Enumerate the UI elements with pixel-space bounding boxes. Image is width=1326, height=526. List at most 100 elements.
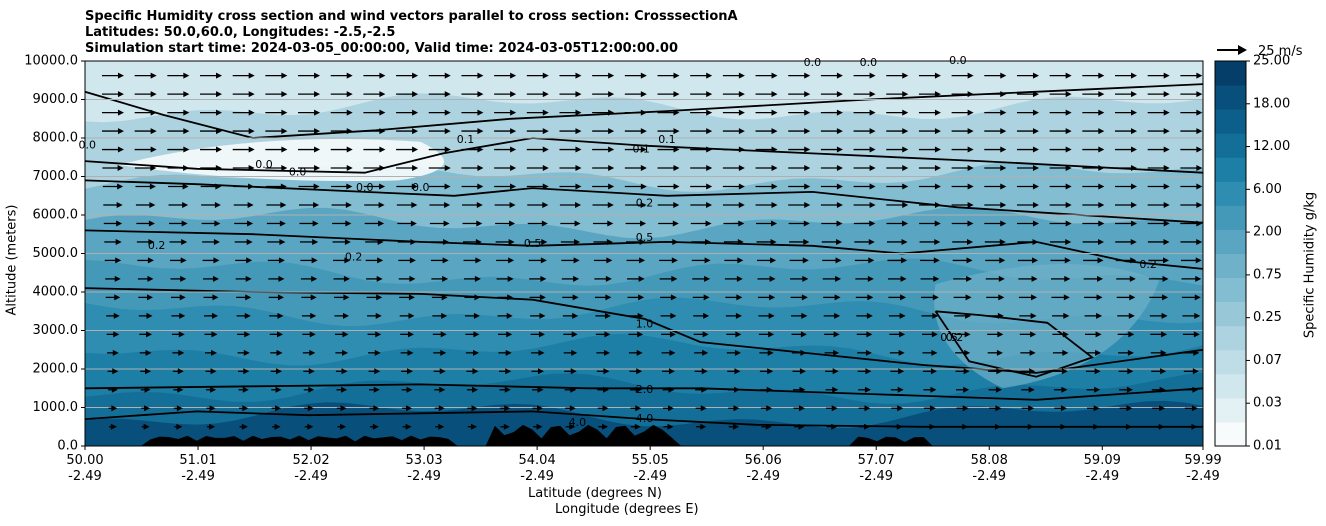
wind-vector-head bbox=[510, 146, 517, 153]
wind-vector-head bbox=[605, 294, 612, 301]
y-tick-label: 3000.0 bbox=[33, 323, 79, 338]
wind-vector-head bbox=[508, 257, 515, 264]
contour-label: 2.0 bbox=[636, 383, 654, 396]
wind-vector-head bbox=[963, 386, 970, 393]
wind-vector-head bbox=[376, 275, 383, 282]
wind-vector-head bbox=[477, 165, 484, 172]
colorbar-segment bbox=[1215, 253, 1246, 279]
wind-vector-head bbox=[934, 238, 941, 245]
wind-vector-head bbox=[1098, 146, 1105, 153]
colorbar-segment bbox=[1215, 61, 1246, 86]
wind-vector-head bbox=[150, 109, 157, 116]
wind-vector-head bbox=[637, 331, 644, 338]
wind-vector-head bbox=[668, 368, 675, 375]
wind-vector-head bbox=[539, 312, 546, 319]
wind-vector-head bbox=[473, 312, 480, 319]
wind-vector-head bbox=[738, 128, 745, 135]
wind-vector-head bbox=[1196, 165, 1203, 172]
wind-vector-head bbox=[144, 386, 151, 393]
wind-vector-head bbox=[542, 109, 549, 116]
wind-vector-head bbox=[216, 91, 223, 98]
wind-vector-head bbox=[738, 109, 745, 116]
wind-vector-head bbox=[542, 201, 549, 208]
wind-vector-head bbox=[705, 220, 712, 227]
wind-vector-head bbox=[509, 201, 516, 208]
wind-vector-head bbox=[771, 220, 778, 227]
wind-vector-head bbox=[244, 312, 251, 319]
wind-vector-head bbox=[929, 423, 936, 430]
wind-vector-head bbox=[801, 294, 808, 301]
wind-vector-head bbox=[246, 238, 253, 245]
wind-vector-head bbox=[183, 72, 190, 79]
wind-vector-head bbox=[341, 368, 348, 375]
wind-vector-head bbox=[183, 128, 190, 135]
wind-vector-head bbox=[963, 368, 970, 375]
wind-vector-head bbox=[542, 91, 549, 98]
wind-vector-head bbox=[1195, 257, 1202, 264]
wind-vector-head bbox=[570, 386, 577, 393]
wind-vector-head bbox=[735, 331, 742, 338]
wind-vector-head bbox=[702, 331, 709, 338]
wind-vector-head bbox=[146, 312, 153, 319]
wind-vector-head bbox=[244, 331, 251, 338]
wind-vector-head bbox=[346, 146, 353, 153]
dry-region bbox=[118, 138, 445, 181]
wind-vector-head bbox=[804, 128, 811, 135]
wind-vector-head bbox=[314, 109, 321, 116]
wind-vector-head bbox=[542, 146, 549, 153]
wind-vector-head bbox=[1000, 91, 1007, 98]
wind-vector-head bbox=[439, 386, 446, 393]
wind-vector-head bbox=[1162, 294, 1169, 301]
wind-vector-head bbox=[444, 128, 451, 135]
wind-vector-head bbox=[1032, 72, 1039, 79]
wind-vector-head bbox=[477, 183, 484, 190]
wind-vector-head bbox=[346, 72, 353, 79]
wind-vector-head bbox=[934, 220, 941, 227]
wind-vector-head bbox=[608, 128, 615, 135]
chart-title-line-1: Specific Humidity cross section and wind… bbox=[85, 9, 738, 24]
wind-vector-head bbox=[1127, 368, 1134, 375]
wind-vector-head bbox=[312, 220, 319, 227]
wind-vector-head bbox=[1196, 238, 1203, 245]
wind-vector-head bbox=[736, 294, 743, 301]
wind-vector-head bbox=[407, 331, 414, 338]
wind-vector-head bbox=[346, 109, 353, 116]
wind-vector-head bbox=[115, 257, 122, 264]
wind-vector-head bbox=[702, 349, 709, 356]
wind-vector-head bbox=[902, 146, 909, 153]
wind-vector-head bbox=[183, 91, 190, 98]
wind-vector-head bbox=[737, 238, 744, 245]
wind-vector-head bbox=[574, 238, 581, 245]
wind-vector-head bbox=[248, 109, 255, 116]
wind-vector-head bbox=[1194, 294, 1201, 301]
wind-vector-head bbox=[379, 146, 386, 153]
x-tick-label-lat: 52.02 bbox=[292, 453, 329, 468]
wind-vector-head bbox=[344, 238, 351, 245]
x-tick-label-lat: 55.05 bbox=[632, 453, 669, 468]
wind-vector-head bbox=[309, 349, 316, 356]
wind-vector-head bbox=[902, 220, 909, 227]
colorbar-segment bbox=[1215, 301, 1246, 327]
x-tick-label-lon: -2.49 bbox=[294, 469, 328, 484]
wind-vector-head bbox=[738, 220, 745, 227]
wind-vector-head bbox=[510, 72, 517, 79]
wind-vector-head bbox=[997, 312, 1004, 319]
wind-vector-head bbox=[673, 128, 680, 135]
wind-vector-head bbox=[112, 349, 119, 356]
wind-vector-head bbox=[638, 294, 645, 301]
wind-vector-head bbox=[537, 368, 544, 375]
wind-vector-head bbox=[1160, 368, 1167, 375]
wind-vector-head bbox=[835, 257, 842, 264]
wind-vector-head bbox=[700, 423, 707, 430]
wind-vector-head bbox=[216, 128, 223, 135]
wind-vector-head bbox=[476, 201, 483, 208]
wind-vector-head bbox=[346, 165, 353, 172]
wind-vector-head bbox=[412, 91, 419, 98]
wind-vector-head bbox=[444, 109, 451, 116]
wind-vector-head bbox=[412, 109, 419, 116]
wind-vector-head bbox=[1098, 128, 1105, 135]
wind-vector-head bbox=[673, 165, 680, 172]
contour-label: 0.2 bbox=[946, 331, 964, 344]
wind-vector-head bbox=[1161, 331, 1168, 338]
wind-vector-head bbox=[503, 423, 510, 430]
